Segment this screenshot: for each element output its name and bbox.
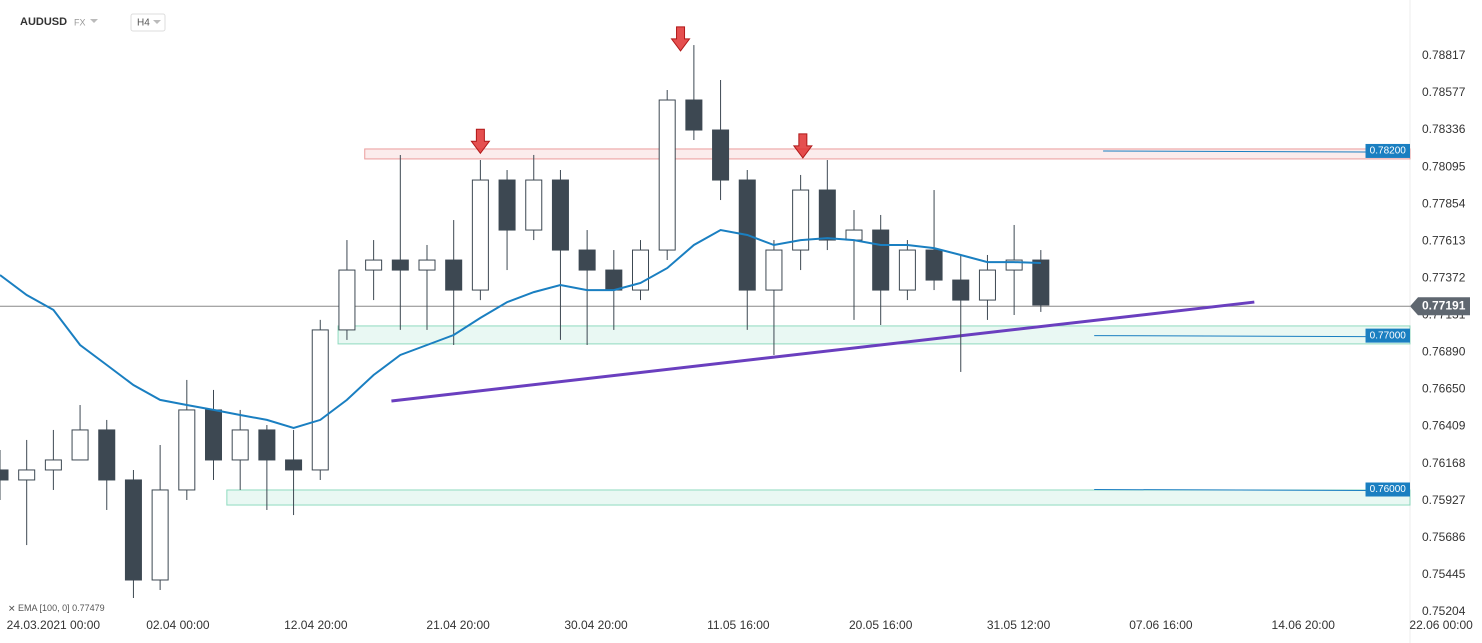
candle-body bbox=[952, 279, 970, 301]
candle-body bbox=[765, 249, 783, 291]
candle-body bbox=[338, 269, 356, 331]
trendline bbox=[391, 300, 1255, 403]
x-tick-label: 24.03.2021 00:00 bbox=[7, 618, 101, 632]
zone bbox=[337, 325, 1411, 345]
candle-body bbox=[124, 479, 142, 581]
x-tick-label: 07.06 16:00 bbox=[1129, 618, 1193, 632]
y-tick-label: 0.78817 bbox=[1422, 48, 1466, 62]
candle-body bbox=[71, 429, 89, 461]
candle-body bbox=[925, 249, 943, 281]
ema-legend: ✕ EMA [100, 0] 0.77479 bbox=[8, 603, 105, 613]
last-price-label: 0.77191 bbox=[1422, 298, 1466, 312]
candle-body bbox=[712, 129, 730, 181]
candle-body bbox=[818, 189, 836, 241]
candle-body bbox=[418, 259, 436, 271]
x-tick-label: 22.06 00:00 bbox=[1409, 618, 1473, 632]
candle-body bbox=[391, 259, 409, 271]
candle-body bbox=[365, 259, 383, 271]
ema-name: EMA [100, 0] bbox=[18, 603, 70, 613]
candle-body bbox=[872, 229, 890, 291]
y-tick-label: 0.76650 bbox=[1422, 382, 1466, 396]
last-price-tag bbox=[1410, 297, 1470, 316]
y-tick-label: 0.76168 bbox=[1422, 456, 1466, 470]
dropdown-icon[interactable] bbox=[90, 19, 98, 23]
candle-body bbox=[18, 469, 36, 481]
candle-body bbox=[498, 179, 516, 231]
candle-body bbox=[98, 429, 116, 481]
candle-body bbox=[471, 179, 489, 291]
candle-body bbox=[525, 179, 543, 231]
candle-body bbox=[44, 459, 62, 471]
candle-body bbox=[551, 179, 569, 251]
symbol: AUDUSD bbox=[20, 16, 67, 28]
market: FX bbox=[74, 17, 86, 27]
candle-body bbox=[845, 229, 863, 241]
y-tick-label: 0.75445 bbox=[1422, 567, 1466, 581]
candle-body bbox=[792, 189, 810, 251]
y-tick-label: 0.77613 bbox=[1422, 233, 1466, 247]
level-line bbox=[1094, 489, 1366, 492]
y-tick-label: 0.75204 bbox=[1422, 604, 1466, 618]
level-line bbox=[1094, 335, 1366, 338]
y-tick-label: 0.76409 bbox=[1422, 419, 1466, 433]
level-label: 0.76000 bbox=[1370, 484, 1407, 495]
candle-body bbox=[1005, 259, 1023, 271]
ema-line bbox=[0, 228, 1041, 429]
arrow-marker bbox=[792, 133, 813, 159]
candle-body bbox=[231, 429, 249, 461]
y-tick-label: 0.75927 bbox=[1422, 493, 1466, 507]
candle-body bbox=[151, 489, 169, 581]
candle-body bbox=[204, 409, 223, 461]
candle-body bbox=[605, 269, 623, 291]
candle-body bbox=[578, 249, 596, 271]
arrow-marker bbox=[470, 128, 491, 155]
y-tick-label: 0.76890 bbox=[1422, 345, 1466, 359]
candle-body bbox=[0, 469, 9, 481]
x-tick-label: 12.04 20:00 bbox=[284, 618, 348, 632]
candle-body bbox=[258, 429, 276, 461]
candle-body bbox=[178, 409, 196, 491]
y-tick-label: 0.78336 bbox=[1422, 122, 1466, 136]
candle-body bbox=[658, 99, 676, 251]
candle-body bbox=[1032, 259, 1050, 306]
zone bbox=[226, 489, 1411, 506]
dropdown-icon bbox=[153, 20, 161, 24]
interval: H4 bbox=[137, 18, 150, 29]
level-line bbox=[1103, 150, 1366, 153]
y-tick-label: 0.75686 bbox=[1422, 530, 1466, 544]
interval-select[interactable] bbox=[130, 13, 166, 32]
candle-body bbox=[445, 259, 463, 291]
y-tick-label: 0.78095 bbox=[1422, 159, 1466, 173]
level-label: 0.78200 bbox=[1370, 146, 1407, 157]
x-tick-label: 21.04 20:00 bbox=[426, 618, 490, 632]
candle-body bbox=[685, 99, 703, 131]
x-tick-label: 11.05 16:00 bbox=[707, 618, 770, 632]
x-tick-label: 20.05 16:00 bbox=[849, 618, 913, 632]
candle-body bbox=[285, 459, 303, 471]
x-tick-label: 31.05 12:00 bbox=[987, 618, 1051, 632]
x-tick-label: 30.04 20:00 bbox=[564, 618, 628, 632]
zone bbox=[364, 148, 1411, 160]
level-tag bbox=[1365, 328, 1410, 343]
ema-last: 0.77479 bbox=[72, 603, 105, 613]
candle-body bbox=[978, 269, 996, 301]
level-tag bbox=[1365, 482, 1410, 497]
y-tick-label: 0.78577 bbox=[1422, 85, 1466, 99]
level-tag bbox=[1365, 143, 1410, 158]
x-tick-label: 14.06 20:00 bbox=[1272, 618, 1336, 632]
candle-body bbox=[311, 329, 329, 471]
x-tick-label: 02.04 00:00 bbox=[146, 618, 210, 632]
y-tick-label: 0.77372 bbox=[1422, 271, 1466, 285]
arrow-marker bbox=[670, 26, 691, 52]
candle-body bbox=[898, 249, 916, 291]
level-label: 0.77000 bbox=[1370, 330, 1407, 341]
y-tick-label: 0.77854 bbox=[1422, 196, 1466, 210]
